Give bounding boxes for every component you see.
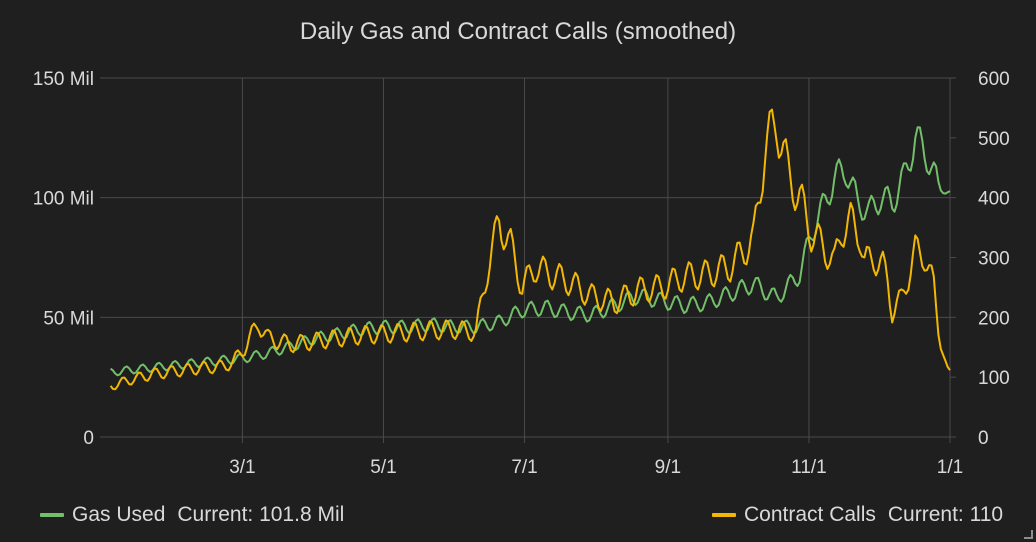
x-tick-label: 11/1 xyxy=(791,457,827,478)
legend-calls-current: Current: 110 xyxy=(887,503,1004,526)
legend-calls-label: Contract Calls xyxy=(744,503,876,526)
y-right-tick-label: 500 xyxy=(978,129,1010,150)
legend-calls-swatch xyxy=(712,513,736,517)
series-line-gas-used xyxy=(109,126,951,377)
y-left-tick-label: 100 Mil xyxy=(33,189,94,210)
y-right-tick-label: 300 xyxy=(978,249,1010,270)
series-line-contract-calls xyxy=(109,108,951,391)
legend-gas-current: Current: 101.8 Mil xyxy=(177,503,345,526)
x-tick-label: 1/1 xyxy=(937,457,963,478)
y-right-tick-label: 400 xyxy=(978,189,1010,210)
x-tick-label: 9/1 xyxy=(655,457,681,478)
panel-resize-handle[interactable] xyxy=(1024,530,1033,539)
x-tick-label: 5/1 xyxy=(370,457,396,478)
y-right-tick-label: 0 xyxy=(978,428,989,449)
legend-gas-swatch xyxy=(40,513,64,517)
y-left-tick-label: 50 Mil xyxy=(43,308,94,329)
legend-contract-calls[interactable]: Contract Calls Current: 110 xyxy=(712,503,1003,527)
y-right-tick-label: 100 xyxy=(978,368,1010,389)
x-tick-label: 3/1 xyxy=(229,457,255,478)
legend-gas-used[interactable]: Gas Used Current: 101.8 Mil xyxy=(40,503,344,527)
legend-gas-label: Gas Used xyxy=(72,503,166,526)
x-tick-label: 7/1 xyxy=(511,457,537,478)
y-right-tick-label: 200 xyxy=(978,308,1010,329)
y-left-tick-label: 150 Mil xyxy=(33,69,94,90)
y-right-tick-label: 600 xyxy=(978,69,1010,90)
chart-svg: 0 50 Mil 100 Mil 150 Mil 0 100 200 300 400 500 600… xyxy=(33,69,1010,478)
panel-title: Daily Gas and Contract Calls (smoothed) xyxy=(299,18,737,45)
y-left-tick-label: 0 xyxy=(83,428,94,449)
